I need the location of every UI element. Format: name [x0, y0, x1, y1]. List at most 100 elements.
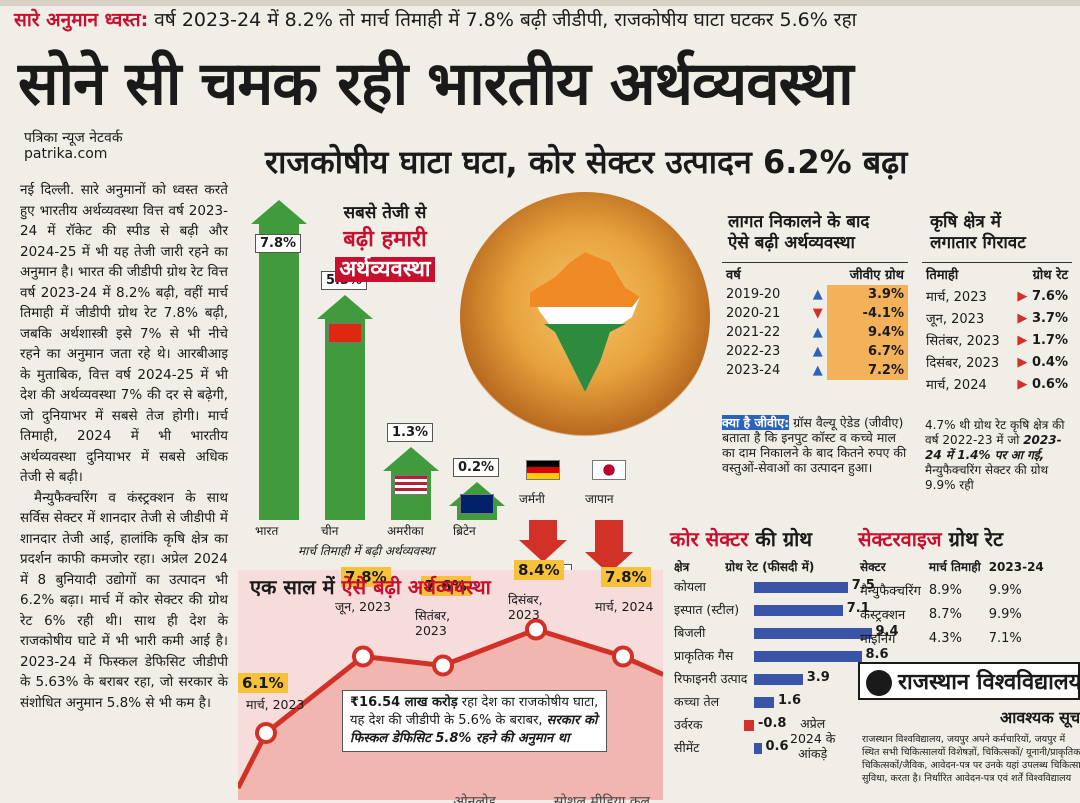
- sector-name: कंस्ट्रक्शन: [860, 608, 906, 623]
- core-sector-name: कोयला: [674, 579, 706, 594]
- india-map-illustration: [530, 252, 640, 392]
- fiscal-deficit-box: ₹16.54 लाख करोड़ रहा देश का राजकोषीय घाट…: [342, 690, 607, 752]
- agri-table-row: सितंबर, 2023 ▶ 1.7%: [922, 329, 1072, 351]
- agri-value-text: 7.6%: [1031, 288, 1068, 304]
- gdp-value: 9.4%: [826, 323, 908, 342]
- byline-agency: पत्रिका न्यूज नेटवर्क: [24, 130, 123, 146]
- core-sector-value: 9.4: [875, 624, 899, 639]
- point-period-label: मार्च, 2024: [595, 598, 654, 614]
- growth-box: सबसे तेजी से बढ़ी हमारी अर्थव्यवस्था: [310, 200, 460, 283]
- core-sector-chart: कोयला 7.5 इस्पात (स्टील) 7.1 बिजली 9.4 प्राकृत…: [670, 578, 899, 768]
- sector-table-row: माइनिंग 4.3% 7.1%: [856, 626, 1048, 650]
- flag-uk-icon: [460, 494, 494, 514]
- up-arrow-icon: ▲: [812, 325, 823, 340]
- agri-quarter: दिसंबर, 2023: [926, 356, 1000, 371]
- gva-definition-key: क्या है जीवीए:: [722, 415, 790, 430]
- data-point: [255, 722, 277, 744]
- up-arrow-icon: ▲: [812, 344, 823, 359]
- country-chart-caption: मार्च तिमाही में बढ़ी अर्थव्यवस्था: [298, 544, 435, 558]
- subhead: राजकोषीय घाटा घटा, कोर सेक्टर उत्पादन 6.…: [265, 143, 908, 181]
- sector-title: सेक्टरवाइज ग्रोथ रेट: [858, 525, 1003, 552]
- country-name: जर्मनी: [519, 492, 545, 506]
- data-point: [525, 618, 547, 641]
- gva-definition-text: ग्रॉस वैल्यू ऐडेड (जीवीए) बताता है कि इन…: [722, 415, 907, 475]
- body-paragraph-2: मैन्युफैक्चरिंग व कंस्ट्रक्शन के साथ सर्…: [20, 489, 228, 711]
- ad-title-text: राजस्थान विश्वविद्यालय: [898, 670, 1080, 695]
- agri-table-title-line-1: कृषि क्षेत्र में: [930, 212, 1001, 232]
- core-sector-value: 3.9: [806, 670, 830, 685]
- ad-body: राजस्थान विश्वविद्यालय, जयपुर अपने कर्मच…: [862, 734, 1080, 784]
- flag-cn-icon: [328, 322, 362, 343]
- sector-year-value: 9.9%: [988, 582, 1022, 598]
- up-arrow-icon: [251, 199, 307, 224]
- gdp-value: 7.2%: [826, 361, 908, 380]
- core-sector-name: कच्चा तेल: [674, 694, 720, 709]
- up-arrow-icon: ▲: [812, 363, 823, 378]
- core-sector-value: 1.6: [778, 693, 802, 708]
- sector-col-march: मार्च तिमाही: [928, 560, 981, 574]
- sector-table: सेक्टर मार्च तिमाही 2023-24 मैन्युफैक्चर…: [856, 555, 1076, 650]
- line-chart-title-red: ऐसे बढ़ी अर्थव्यवस्था: [341, 575, 491, 599]
- gva-definition: क्या है जीवीए: ग्रॉस वैल्यू ऐडेड (जीवीए)…: [722, 415, 912, 475]
- sector-year-value: 9.9%: [988, 606, 1022, 622]
- point-value-label: 7.6%: [421, 575, 471, 596]
- core-sector-name: प्राकृतिक गैस: [674, 648, 734, 663]
- agri-value: ▶ 0.6%: [1009, 373, 1072, 395]
- down-arrow-icon: [519, 540, 567, 562]
- core-sector-bar: [754, 582, 848, 593]
- agri-value-text: 1.7%: [1031, 332, 1068, 348]
- agri-value: ▶ 7.6%: [1009, 285, 1072, 307]
- gdp-year: 2022-23: [726, 344, 781, 359]
- country-name: जापान: [585, 492, 614, 506]
- agri-value: ▶ 1.7%: [1009, 329, 1072, 351]
- sector-year-value: 7.1%: [988, 630, 1022, 646]
- country-bar: [529, 520, 557, 540]
- sector-col-name: सेक्टर: [860, 560, 886, 574]
- sector-title-rest: ग्रोथ रेट: [941, 527, 1004, 551]
- sector-name: माइनिंग: [860, 632, 896, 647]
- data-point: [612, 645, 634, 668]
- agri-quarter: मार्च, 2023: [926, 290, 987, 305]
- top-strip: [0, 0, 1080, 6]
- growth-box-line-1: सबसे तेजी से: [343, 203, 427, 223]
- quarterly-growth-chart: 6.1% मार्च, 2023 7.8% जून, 2023 7.6% सितंबर, …: [235, 559, 665, 800]
- core-sector-name: इस्पात (स्टील): [674, 602, 740, 617]
- agri-table: तिमाही ग्रोथ रेट मार्च, 2023 ▶ 7.6% जून, 2…: [922, 262, 1072, 395]
- core-sector-name: रिफाइनरी उत्पाद: [674, 671, 748, 686]
- gdp-table-row: 2019-20 ▲ 3.9%: [722, 285, 908, 304]
- sector-march-value: 8.7%: [928, 606, 962, 622]
- gdp-table-row: 2021-22 ▲ 9.4%: [722, 323, 908, 342]
- sector-table-row: कंस्ट्रक्शन 8.7% 9.9%: [856, 602, 1048, 626]
- core-sector-bar: [754, 605, 843, 616]
- core-col-growth: ग्रोथ रेट (फीसदी में): [725, 560, 815, 574]
- agri-value: ▶ 3.7%: [1009, 307, 1072, 329]
- point-value-label: 7.8%: [341, 566, 391, 587]
- down-arrow-icon: ▼: [812, 306, 823, 321]
- gdp-table-title-line-2: ऐसे बढ़ी अर्थव्यवस्था: [728, 233, 855, 253]
- data-point: [432, 654, 454, 677]
- agri-note: 4.7% थी ग्रोथ रेट कृषि क्षेत्र की वर्ष 2…: [925, 418, 1075, 493]
- gdp-year: 2019-20: [726, 287, 781, 302]
- agri-note-pre: 4.7% थी ग्रोथ रेट कृषि क्षेत्र की वर्ष 2…: [925, 418, 1065, 447]
- gdp-table: वर्ष जीवीए ग्रोथ 2019-20 ▲ 3.9% 2020-21 ▼ -4.…: [722, 262, 908, 380]
- country-value-label: 1.3%: [387, 422, 434, 442]
- line-chart-title-pre: एक साल में: [250, 575, 342, 599]
- triangle-right-icon: ▶: [1017, 376, 1032, 392]
- sector-march-value: 4.3%: [928, 630, 962, 646]
- core-sector-bar: [754, 743, 762, 754]
- next-article-fragment: ...ओनलोड ... ... ... सोशल मीडिया कल: [440, 794, 651, 803]
- core-sector-bar: [754, 697, 774, 708]
- gdp-col-year: वर्ष: [726, 268, 741, 283]
- core-col-sector: क्षेत्र: [674, 560, 690, 574]
- sector-march-value: 8.9%: [928, 582, 962, 598]
- agri-table-row: मार्च, 2023 ▶ 7.6%: [922, 285, 1072, 307]
- data-point: [352, 645, 374, 668]
- country-name: चीन: [321, 524, 339, 538]
- core-sector-value: 7.5: [851, 578, 875, 593]
- agri-quarter: मार्च, 2024: [926, 378, 987, 393]
- agri-table-row: दिसंबर, 2023 ▶ 0.4%: [922, 351, 1072, 373]
- tagline-label: सारे अनुमान ध्वस्त: [14, 9, 141, 31]
- point-period-label: दिसंबर, 2023: [508, 591, 543, 622]
- agri-value: ▶ 0.4%: [1009, 351, 1072, 373]
- country-value-label: 0.2%: [453, 458, 500, 477]
